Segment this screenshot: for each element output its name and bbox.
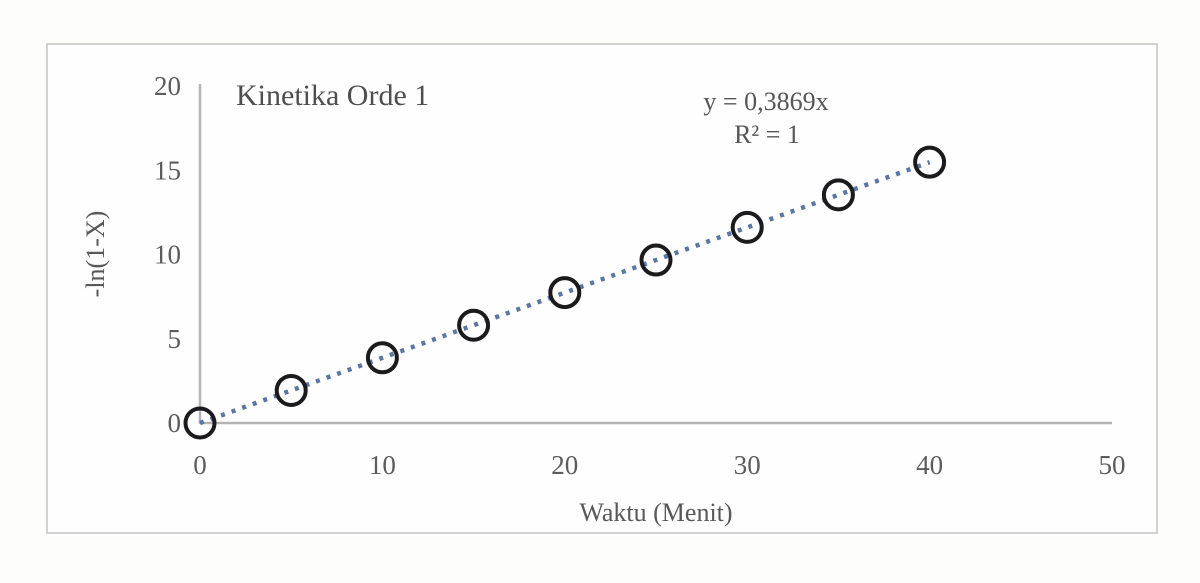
- x-axis-tick-label: 0: [193, 450, 207, 480]
- y-axis-tick-label: 0: [168, 408, 182, 438]
- trendline-equation-label: y = 0,3869x: [703, 87, 828, 116]
- chart-title: Kinetika Orde 1: [236, 79, 429, 112]
- data-point-marker: [183, 406, 217, 440]
- data-point-marker: [913, 145, 947, 179]
- x-axis-tick-label: 50: [1099, 450, 1126, 480]
- x-axis-tick-label: 10: [369, 450, 396, 480]
- data-point-marker: [274, 373, 308, 407]
- x-axis-tick-label: 40: [916, 450, 943, 480]
- x-axis-tick-label: 20: [551, 450, 578, 480]
- x-axis-tick-label: 30: [734, 450, 761, 480]
- data-point-marker: [639, 243, 673, 277]
- y-axis-tick-label: 5: [168, 324, 182, 354]
- y-axis-tick-label: 20: [154, 71, 181, 101]
- data-point-marker: [730, 210, 764, 244]
- y-axis-tick-label: 15: [154, 155, 181, 185]
- chart-border-frame: [46, 43, 1158, 534]
- trendline: [199, 160, 931, 426]
- axes-layer: [198, 84, 1112, 425]
- trendline-layer: [199, 160, 931, 426]
- data-point-marker: [365, 341, 399, 375]
- x-axis-title: Waktu (Menit): [579, 498, 732, 527]
- data-point-marker: [457, 308, 491, 342]
- r-squared-label: R² = 1: [734, 120, 800, 149]
- data-point-marker: [821, 178, 855, 212]
- data-point-marker: [548, 276, 582, 310]
- y-axis-title: -ln(1-X): [81, 211, 110, 298]
- tick-labels-layer: 0 10 20 30 40 50 0 5 10 15 20: [154, 71, 1126, 480]
- data-points-layer: [183, 145, 947, 440]
- y-axis-tick-label: 10: [154, 240, 181, 270]
